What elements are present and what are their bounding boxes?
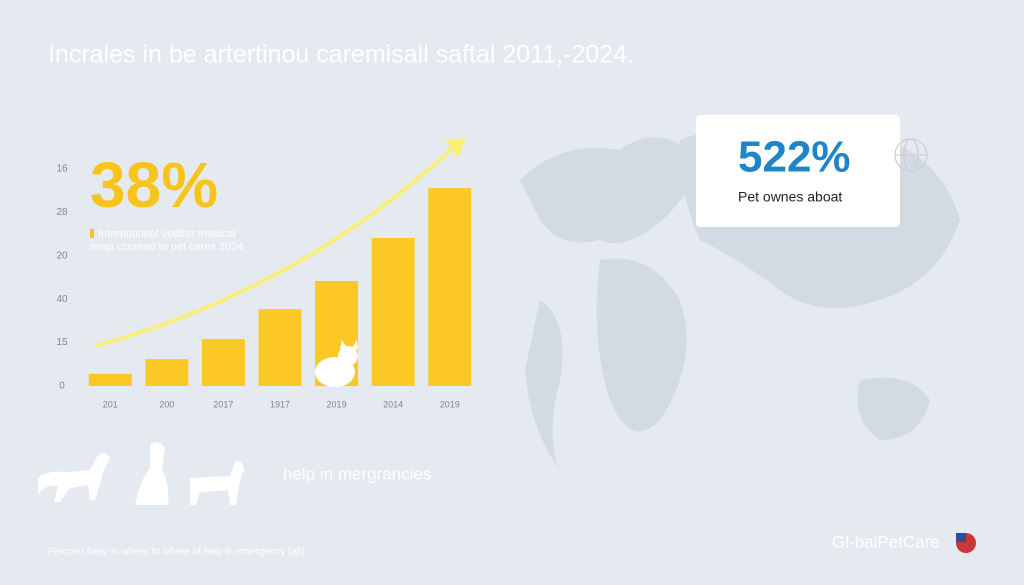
y-tick-label: 0 [59,381,65,392]
card-value: 522% [738,133,851,182]
x-tick-label: 2014 [383,399,403,409]
y-tick-label: 16 [56,164,68,175]
card-text: Pet ownes aboat [738,189,842,205]
brand: Gl-balPetCare [832,532,940,551]
cat-icon [315,340,358,387]
bar [258,309,302,386]
y-tick-label: 20 [56,250,68,261]
trend-arrow [94,144,457,348]
x-tick-label: 1917 [270,399,290,409]
y-tick-label: 28 [56,207,68,218]
x-tick-label: 2019 [327,399,347,409]
headline-text: International veditar medical [98,228,236,240]
headline-text: nesp ccomed to pet cares 2024 [90,241,243,253]
side-text: help in mergrancies [283,464,431,483]
bar [88,373,132,386]
globe-icon [894,138,928,172]
footer: Peicoed basy in where to where of help i… [48,547,308,558]
stat-card [696,115,900,227]
bullet [90,229,94,238]
headline: 38% [90,149,218,221]
arrow-head [445,138,466,158]
flag-canton [956,533,966,542]
bar [371,238,415,386]
bar [145,359,189,386]
title: Incrales in be artertinou caremisall saf… [48,41,634,69]
x-tick-label: 201 [103,399,118,409]
bars [88,188,472,386]
x-tick-label: 2019 [440,399,460,409]
bar [428,188,472,386]
bar [201,339,245,386]
x-tick-label: 2017 [213,399,233,409]
x-tick-label: 200 [159,399,174,409]
dog-icons [38,442,244,505]
y-tick-label: 15 [56,337,68,348]
y-tick-label: 40 [56,294,68,305]
